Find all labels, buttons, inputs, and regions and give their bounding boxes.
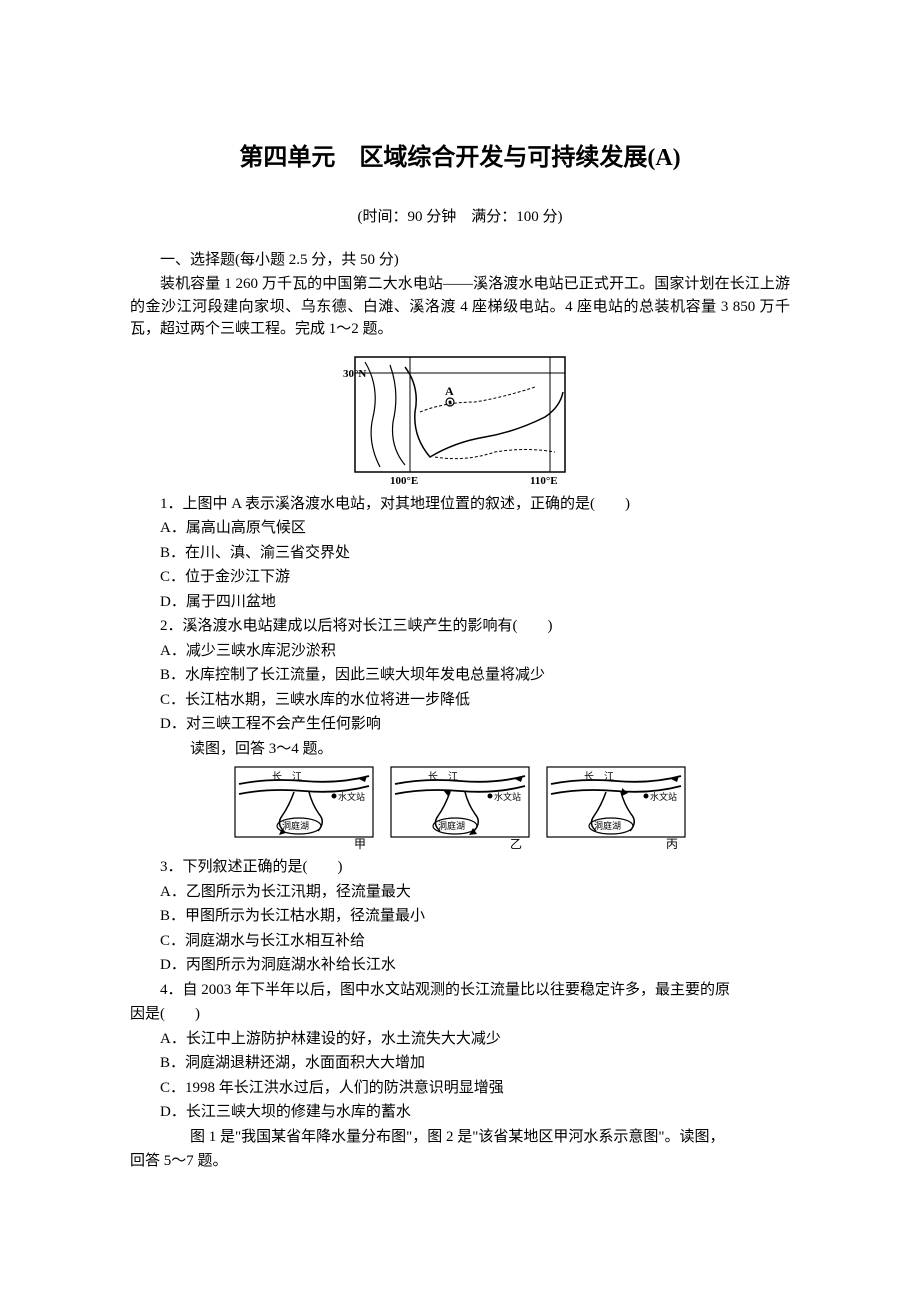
q2-d: D．对三峡工程不会产生任何影响 (130, 713, 790, 736)
q1-a: A．属高山高原气候区 (130, 517, 790, 540)
page-title: 第四单元 区域综合开发与可持续发展(A) (130, 140, 790, 176)
panel-figures: 长 江 洞庭湖 水文站 甲 长 江 洞庭湖 水文站 乙 长 江 (130, 766, 790, 850)
panel-bing: 长 江 洞庭湖 水文站 丙 (546, 766, 686, 850)
q4-stem-1: 4．自 2003 年下半年以后，图中水文站观测的长江流量比以往要稳定许多，最主要… (130, 979, 790, 1002)
svg-text:洞庭湖: 洞庭湖 (282, 820, 309, 831)
q2-c: C．长江枯水期，三峡水库的水位将进一步降低 (130, 689, 790, 712)
svg-text:长 江: 长 江 (428, 771, 458, 783)
q4-a: A．长江中上游防护林建设的好，水土流失大大减少 (130, 1028, 790, 1051)
section-1-heading: 一、选择题(每小题 2.5 分，共 50 分) (130, 249, 790, 272)
q1-d: D．属于四川盆地 (130, 591, 790, 614)
svg-text:水文站: 水文站 (650, 791, 677, 802)
lat-label: 30°N (343, 368, 366, 380)
lon-left-label: 100°E (390, 475, 418, 487)
q1-b: B．在川、滇、渝三省交界处 (130, 542, 790, 565)
intro-5-7-1: 图 1 是"我国某省年降水量分布图"，图 2 是"该省某地区甲河水系示意图"。读… (130, 1126, 790, 1149)
panel-yi: 长 江 洞庭湖 水文站 乙 (390, 766, 530, 850)
svg-text:水文站: 水文站 (494, 791, 521, 802)
q2-b: B．水库控制了长江流量，因此三峡大坝年发电总量将减少 (130, 664, 790, 687)
svg-text:乙: 乙 (510, 837, 522, 850)
svg-text:洞庭湖: 洞庭湖 (594, 820, 621, 831)
lon-right-label: 110°E (530, 475, 558, 487)
q1-stem: 1．上图中 A 表示溪洛渡水电站，对其地理位置的叙述，正确的是( ) (130, 493, 790, 516)
intro-3-4: 读图，回答 3～4 题。 (130, 738, 790, 761)
svg-text:洞庭湖: 洞庭湖 (438, 820, 465, 831)
q2-a: A．减少三峡水库泥沙淤积 (130, 640, 790, 663)
q3-stem: 3．下列叙述正确的是( ) (130, 856, 790, 879)
panel-jia: 长 江 洞庭湖 水文站 甲 (234, 766, 374, 850)
exam-info: (时间：90 分钟 满分：100 分) (130, 206, 790, 229)
map-figure-1: 30°N 100°E 110°E A (130, 347, 790, 487)
intro-5-7-2: 回答 5～7 题。 (130, 1150, 790, 1173)
q2-stem: 2．溪洛渡水电站建成以后将对长江三峡产生的影响有( ) (130, 615, 790, 638)
svg-text:甲: 甲 (354, 837, 366, 850)
q4-c: C．1998 年长江洪水过后，人们的防洪意识明显增强 (130, 1077, 790, 1100)
q3-a: A．乙图所示为长江汛期，径流量最大 (130, 881, 790, 904)
marker-a-label: A (445, 384, 454, 398)
svg-text:长 江: 长 江 (584, 771, 614, 783)
q3-b: B．甲图所示为长江枯水期，径流量最小 (130, 905, 790, 928)
q3-d: D．丙图所示为洞庭湖水补给长江水 (130, 954, 790, 977)
svg-text:长 江: 长 江 (272, 771, 302, 783)
svg-text:水文站: 水文站 (338, 791, 365, 802)
q3-c: C．洞庭湖水与长江水相互补给 (130, 930, 790, 953)
q1-c: C．位于金沙江下游 (130, 566, 790, 589)
q4-b: B．洞庭湖退耕还湖，水面面积大大增加 (130, 1052, 790, 1075)
q4-stem-2: 因是( ) (130, 1003, 790, 1026)
q4-d: D．长江三峡大坝的修建与水库的蓄水 (130, 1101, 790, 1124)
svg-text:丙: 丙 (666, 837, 678, 850)
intro-1-2: 装机容量 1 260 万千瓦的中国第二大水电站——溪洛渡水电站已正式开工。国家计… (130, 273, 790, 341)
